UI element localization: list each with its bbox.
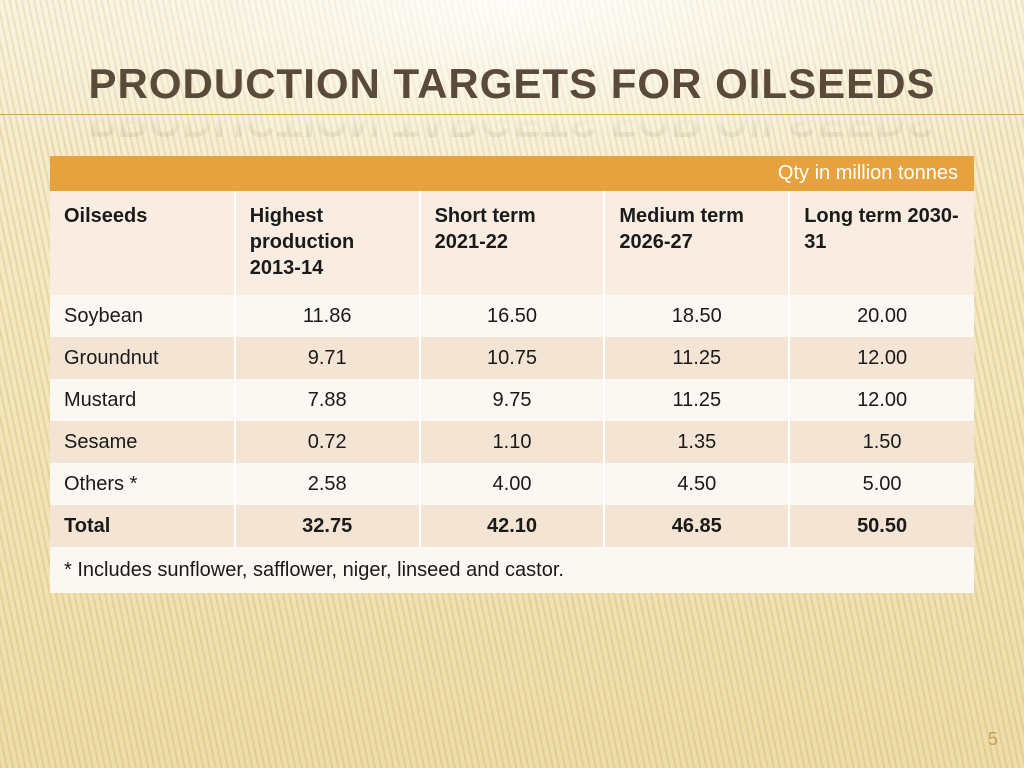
cell: 42.10 [420,505,605,547]
cell: 18.50 [604,295,789,337]
cell: 12.00 [789,337,974,379]
cell: 10.75 [420,337,605,379]
table-row: Groundnut9.7110.7511.2512.00 [50,337,974,379]
col-header: Highest production 2013-14 [235,191,420,295]
row-label: Others * [50,463,235,505]
row-label: Total [50,505,235,547]
cell: 1.50 [789,421,974,463]
cell: 16.50 [420,295,605,337]
table-header-row: Oilseeds Highest production 2013-14 Shor… [50,191,974,295]
cell: 12.00 [789,379,974,421]
slide: PRODUCTION TARGETS FOR OILSEEDS PRODUCTI… [0,0,1024,768]
cell: 5.00 [789,463,974,505]
table-row: Mustard7.889.7511.2512.00 [50,379,974,421]
cell: 0.72 [235,421,420,463]
cell: 11.25 [604,379,789,421]
col-header: Short term 2021-22 [420,191,605,295]
col-header: Medium term 2026-27 [604,191,789,295]
cell: 7.88 [235,379,420,421]
cell: 46.85 [604,505,789,547]
cell: 11.86 [235,295,420,337]
table-row: Sesame0.721.101.351.50 [50,421,974,463]
data-table: Oilseeds Highest production 2013-14 Shor… [50,191,974,593]
cell: 9.75 [420,379,605,421]
title-underline [0,114,1024,115]
footnote: * Includes sunflower, safflower, niger, … [50,547,974,593]
row-label: Sesame [50,421,235,463]
table-footnote-row: * Includes sunflower, safflower, niger, … [50,547,974,593]
page-title: PRODUCTION TARGETS FOR OILSEEDS [89,60,936,108]
table-total-row: Total32.7542.1046.8550.50 [50,505,974,547]
cell: 20.00 [789,295,974,337]
col-header: Oilseeds [50,191,235,295]
cell: 9.71 [235,337,420,379]
cell: 1.10 [420,421,605,463]
row-label: Mustard [50,379,235,421]
cell: 2.58 [235,463,420,505]
cell: 1.35 [604,421,789,463]
cell: 4.50 [604,463,789,505]
cell: 50.50 [789,505,974,547]
table-row: Soybean11.8616.5018.5020.00 [50,295,974,337]
page-number: 5 [988,729,998,750]
table-body: Soybean11.8616.5018.5020.00 Groundnut9.7… [50,295,974,593]
table-container: Qty in million tonnes Oilseeds Highest p… [50,156,974,593]
table-row: Others *2.584.004.505.00 [50,463,974,505]
title-block: PRODUCTION TARGETS FOR OILSEEDS PRODUCTI… [50,60,974,146]
cell: 32.75 [235,505,420,547]
qty-caption: Qty in million tonnes [50,156,974,191]
row-label: Soybean [50,295,235,337]
col-header: Long term 2030-31 [789,191,974,295]
cell: 4.00 [420,463,605,505]
row-label: Groundnut [50,337,235,379]
cell: 11.25 [604,337,789,379]
